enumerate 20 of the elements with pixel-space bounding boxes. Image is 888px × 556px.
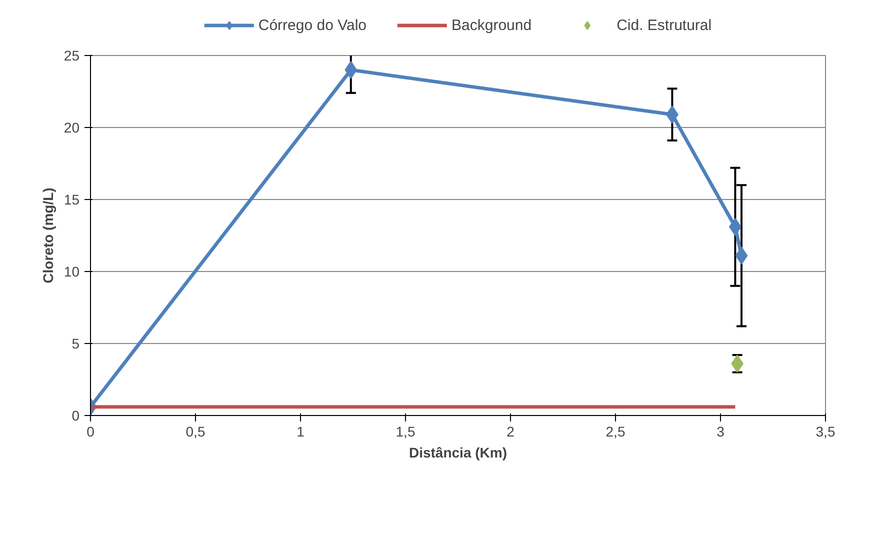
y-tick-label: 25	[64, 48, 80, 64]
y-tick-label: 15	[64, 192, 80, 208]
y-tick-label: 10	[64, 264, 80, 280]
x-tick-label: 1,5	[396, 424, 416, 440]
y-tick-label: 20	[64, 120, 80, 136]
x-tick-label: 0,5	[186, 424, 206, 440]
x-axis-title: Distância (Km)	[408, 444, 508, 460]
x-tick-label: 3,5	[816, 424, 836, 440]
y-axis-title: Cloreto (mg/L)	[40, 188, 56, 284]
legend-label: Córrego do Valo	[258, 16, 367, 34]
x-tick-label: 2,5	[606, 424, 626, 440]
x-tick-label: 3	[716, 424, 725, 440]
x-tick-label: 0	[86, 424, 95, 440]
y-tick-label: 5	[72, 336, 80, 352]
legend-label: Background	[452, 16, 532, 34]
point	[735, 246, 748, 265]
y-tick-label: 0	[72, 408, 80, 424]
x-tick-label: 2	[506, 424, 515, 440]
x-tick-label: 1	[296, 424, 305, 440]
legend-label: Cid. Estrutural	[616, 16, 712, 34]
